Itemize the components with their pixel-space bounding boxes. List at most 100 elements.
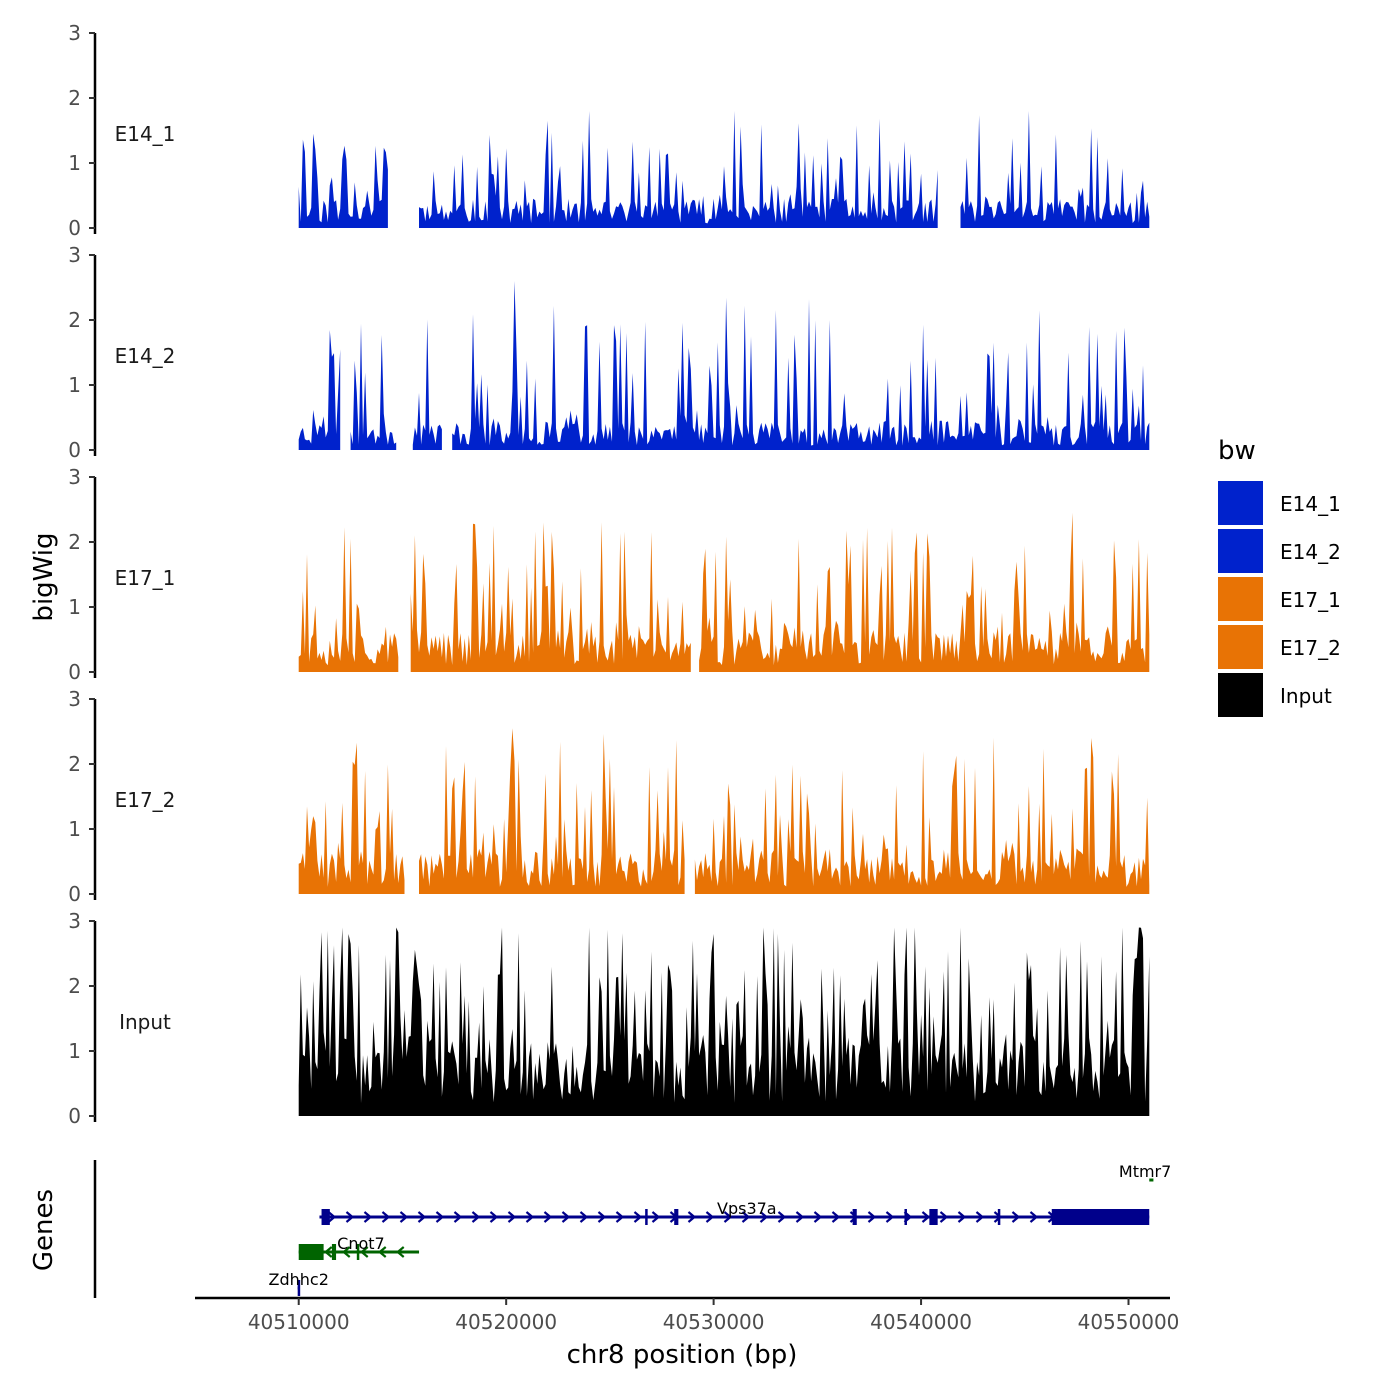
signal-area-E14_2	[412, 319, 442, 450]
exon	[997, 1209, 1001, 1225]
gene-Zdhhc2: Zdhhc2	[269, 1270, 329, 1296]
track-label-E14_2: E14_2	[115, 344, 176, 368]
y-tick-label: 1	[68, 817, 81, 841]
y-tick-label: 1	[68, 595, 81, 619]
y-tick-label: 0	[68, 660, 81, 684]
track-E17_1: E17_1	[115, 512, 1150, 672]
legend-title: bw	[1218, 436, 1256, 466]
strand-chevron	[651, 1211, 661, 1223]
legend-label-E17_2: E17_2	[1280, 636, 1341, 660]
strand-chevron	[435, 1211, 445, 1223]
signal-area-E17_2	[694, 737, 1150, 894]
legend-label-E17_1: E17_1	[1280, 588, 1341, 612]
exon	[929, 1209, 938, 1225]
y-tick-label: 2	[68, 86, 81, 110]
track-label-E17_2: E17_2	[115, 788, 176, 812]
x-tick-label: 40510000	[248, 1310, 350, 1334]
y-tick-label: 2	[68, 752, 81, 776]
y-tick-label: 1	[68, 373, 81, 397]
strand-chevron	[324, 1246, 333, 1258]
track-Input: Input	[119, 927, 1150, 1116]
signal-area-E14_2	[350, 323, 397, 450]
signal-area-E17_2	[298, 742, 405, 894]
y-tick-label: 3	[68, 687, 81, 711]
strand-chevron	[615, 1211, 625, 1223]
strand-chevron	[723, 1211, 733, 1223]
signal-area-E17_1	[298, 527, 399, 672]
strand-chevron	[525, 1211, 535, 1223]
exon	[904, 1209, 907, 1225]
axes: 0 1 2 3 0 1 2 3 0 1 2 3 0 1 2 3 0 1 2 3 bigWig Genes 40510000 4…	[29, 21, 1179, 1370]
signal-area-Input	[298, 927, 1150, 1116]
signal-area-E14_1	[960, 111, 1150, 228]
strand-chevron	[471, 1211, 481, 1223]
track-E14_1: E14_1	[115, 111, 1150, 228]
signal-area-E17_1	[410, 522, 691, 672]
strand-chevron	[1011, 1211, 1021, 1223]
exon	[674, 1209, 679, 1225]
gene-Mtmr7: Mtmr7	[1119, 1162, 1171, 1182]
strand-chevron	[342, 1246, 351, 1258]
exon	[298, 1244, 324, 1260]
track-label-E14_1: E14_1	[115, 122, 176, 146]
exon	[356, 1244, 360, 1260]
x-tick-label: 40550000	[1078, 1310, 1180, 1334]
y-tick-label: 0	[68, 1104, 81, 1128]
exon	[645, 1209, 648, 1225]
y-tick-label: 3	[68, 909, 81, 933]
signal-area-E14_1	[298, 133, 388, 228]
x-tick-label: 40530000	[663, 1310, 765, 1334]
gene-Cnot7: Cnot7	[298, 1234, 420, 1260]
exon	[1051, 1209, 1150, 1225]
y-tick-label: 0	[68, 438, 81, 462]
genes-axis-title: Genes	[29, 1189, 59, 1271]
strand-chevron	[921, 1211, 931, 1223]
x-tick-label: 40520000	[455, 1310, 557, 1334]
strand-chevron	[885, 1211, 895, 1223]
signal-area-E14_1	[419, 111, 938, 228]
strand-chevron	[417, 1211, 427, 1223]
strand-chevron	[597, 1211, 607, 1223]
strand-chevron	[360, 1246, 369, 1258]
strand-chevron	[399, 1211, 409, 1223]
legend-label-E14_2: E14_2	[1280, 540, 1341, 564]
strand-chevron	[975, 1211, 985, 1223]
exon	[297, 1280, 301, 1296]
strand-chevron	[507, 1211, 517, 1223]
legend-swatch-E17_1	[1218, 577, 1263, 621]
strand-chevron	[345, 1211, 355, 1223]
strand-chevron	[741, 1211, 751, 1223]
strand-chevron	[813, 1211, 823, 1223]
strand-chevron	[705, 1211, 715, 1223]
strand-chevron	[939, 1211, 949, 1223]
exon	[321, 1209, 330, 1225]
strand-chevron	[381, 1211, 391, 1223]
signal-area-E14_2	[298, 330, 341, 450]
y-tick-label: 2	[68, 974, 81, 998]
gene-track: Vps37a Cnot7 Zdhhc2 Mtmr7	[269, 1162, 1171, 1296]
strand-chevron	[1029, 1211, 1039, 1223]
strand-chevron	[993, 1211, 1003, 1223]
legend: bw E14_1 E14_2 E17_1 E17_2 Input	[1218, 436, 1341, 717]
y-tick-label: 0	[68, 882, 81, 906]
y-tick-label: 1	[68, 151, 81, 175]
y-tick-label: 2	[68, 530, 81, 554]
y-axis-title: bigWig	[29, 532, 59, 621]
strand-chevron	[633, 1211, 643, 1223]
strand-chevron	[363, 1211, 373, 1223]
legend-swatch-E14_1	[1218, 481, 1263, 525]
signal-area-E17_1	[699, 512, 1150, 672]
strand-chevron	[579, 1211, 589, 1223]
strand-chevron	[687, 1211, 697, 1223]
strand-chevron	[378, 1246, 387, 1258]
track-label-E17_1: E17_1	[115, 566, 176, 590]
strand-chevron	[795, 1211, 805, 1223]
strand-chevron	[453, 1211, 463, 1223]
legend-label-Input: Input	[1280, 684, 1332, 708]
gene-label-Vps37a: Vps37a	[717, 1199, 777, 1218]
strand-chevron	[561, 1211, 571, 1223]
strand-chevron	[777, 1211, 787, 1223]
y-tick-label: 3	[68, 21, 81, 45]
y-tick-label: 1	[68, 1039, 81, 1063]
